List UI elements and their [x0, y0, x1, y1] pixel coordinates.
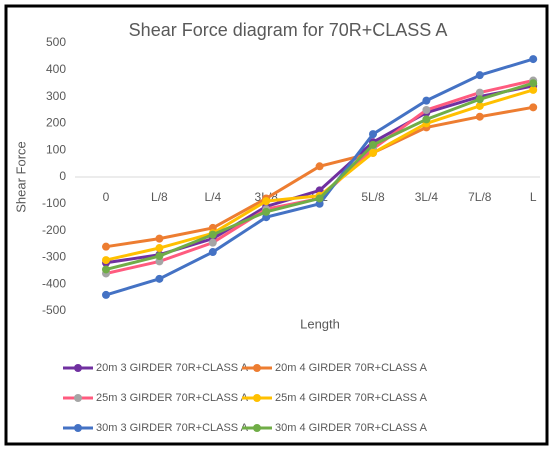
legend-marker [74, 394, 82, 402]
data-point [155, 244, 164, 253]
data-point [102, 242, 110, 251]
data-point [262, 207, 271, 216]
chart-title: Shear Force diagram for 70R+CLASS A [129, 20, 448, 40]
x-tick-label: L/8 [151, 190, 168, 204]
data-point [422, 96, 431, 105]
legend-marker [253, 364, 261, 372]
data-point [422, 115, 431, 124]
data-point [369, 148, 377, 157]
data-point [102, 290, 110, 299]
data-point [475, 95, 484, 104]
x-tick-label: L/4 [204, 190, 221, 204]
legend-marker [253, 394, 261, 402]
legend-marker [74, 364, 82, 372]
data-point [475, 112, 484, 121]
y-tick-label: -200 [42, 223, 66, 237]
y-tick-label: -300 [42, 250, 66, 264]
data-point [475, 101, 484, 110]
data-point [102, 265, 110, 274]
y-tick-label: 400 [46, 62, 66, 76]
frame [4, 4, 549, 446]
y-tick-label: -100 [42, 196, 66, 210]
data-point [529, 55, 538, 64]
y-tick-label: 300 [46, 89, 66, 103]
legend-label: 20m 3 GIRDER 70R+CLASS A [96, 362, 249, 374]
y-tick-label: 100 [46, 142, 66, 156]
data-point [315, 194, 324, 203]
data-point [208, 230, 217, 239]
data-point [475, 71, 484, 80]
data-point [529, 85, 538, 94]
y-tick-label: 0 [59, 169, 66, 183]
x-tick-label: 0 [103, 190, 110, 204]
legend-label: 30m 4 GIRDER 70R+CLASS A [275, 422, 428, 434]
x-axis-title: Length [300, 316, 340, 331]
data-point [208, 238, 217, 247]
data-point [155, 274, 164, 283]
x-tick-label: 7L/8 [468, 190, 492, 204]
x-tick-label: 5L/8 [361, 190, 385, 204]
data-point [155, 234, 164, 243]
x-tick-label: 3L/4 [415, 190, 439, 204]
data-point [529, 103, 538, 112]
data-point [422, 106, 431, 114]
y-tick-label: 500 [46, 35, 66, 49]
data-point [475, 88, 484, 97]
legend-label: 25m 3 GIRDER 70R+CLASS A [96, 392, 249, 404]
y-tick-label: -400 [42, 276, 66, 290]
legend-label: 20m 4 GIRDER 70R+CLASS A [275, 362, 428, 374]
x-tick-label: L [530, 190, 537, 204]
data-point [369, 140, 377, 149]
y-tick-label: 200 [46, 116, 66, 130]
legend-marker [253, 424, 261, 432]
data-point [369, 130, 377, 139]
legend-label: 25m 4 GIRDER 70R+CLASS A [275, 392, 428, 404]
data-point [262, 197, 271, 206]
legend-marker [74, 424, 82, 432]
data-point [208, 248, 217, 257]
data-point [102, 256, 110, 265]
data-point [529, 79, 538, 88]
data-point [155, 252, 164, 261]
legend-label: 30m 3 GIRDER 70R+CLASS A [96, 422, 249, 434]
y-tick-label: -500 [42, 303, 66, 317]
y-axis-title: Shear Force [13, 141, 28, 213]
data-point [315, 162, 324, 171]
